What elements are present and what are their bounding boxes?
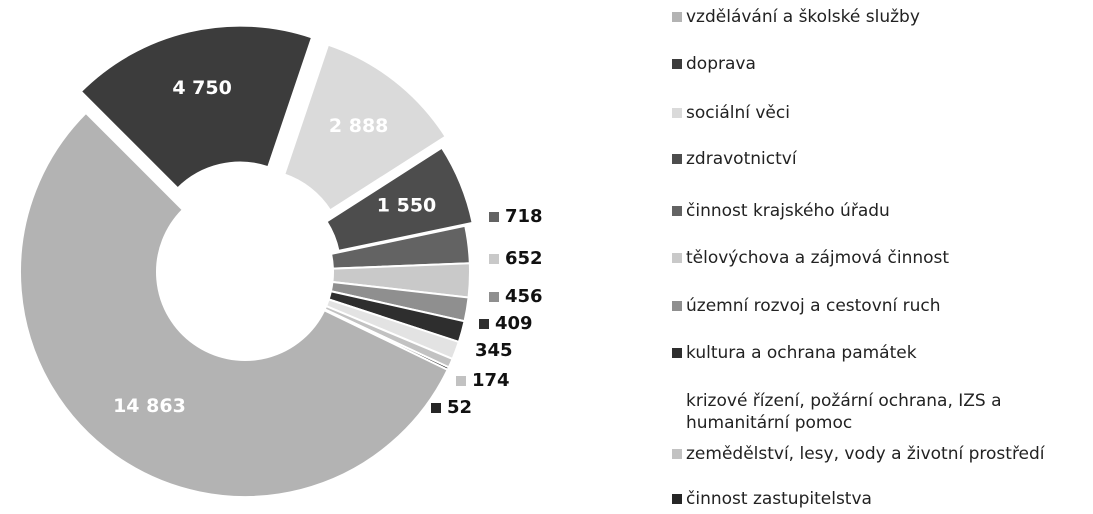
data-label: 456 — [505, 286, 543, 307]
legend-swatch — [672, 154, 682, 164]
slice — [19, 111, 449, 498]
legend-item: kultura a ochrana památek — [672, 342, 1072, 364]
data-label: 718 — [505, 206, 543, 227]
legend-label: kultura a ochrana památek — [686, 343, 917, 363]
data-label: 14 863 — [113, 395, 186, 417]
legend-label: tělovýchova a zájmová činnost — [686, 248, 950, 268]
data-label: 345 — [475, 340, 513, 361]
data-label: 1 550 — [377, 194, 437, 216]
label-marker — [489, 292, 499, 302]
legend-item: činnost zastupitelstva — [672, 488, 1072, 510]
slice — [282, 43, 447, 212]
legend-label: krizové řízení, požární ochrana, IZS a h… — [686, 391, 1002, 433]
legend-item: sociální věci — [672, 102, 1072, 124]
legend-item: krizové řízení, požární ochrana, IZS a h… — [672, 390, 1062, 434]
legend-swatch — [672, 301, 682, 311]
legend-item: zdravotnictví — [672, 148, 1072, 170]
legend-swatch — [672, 494, 682, 504]
legend-label: zdravotnictví — [686, 149, 797, 169]
legend-item: tělovýchova a zájmová činnost — [672, 247, 1072, 269]
data-label: 174 — [472, 370, 510, 391]
legend-item: vzdělávání a školské služby — [672, 6, 1072, 28]
legend-label: doprava — [686, 54, 756, 74]
legend-item: územní rozvoj a cestovní ruch — [672, 295, 1072, 317]
data-label: 652 — [505, 248, 543, 269]
slice — [79, 24, 314, 190]
legend-label: činnost zastupitelstva — [686, 489, 872, 509]
legend-label: sociální věci — [686, 103, 790, 123]
legend-label: územní rozvoj a cestovní ruch — [686, 296, 941, 316]
legend-swatch — [672, 449, 682, 459]
legend-label: zemědělství, lesy, vody a životní prostř… — [686, 444, 1045, 464]
data-label: 4 750 — [172, 77, 232, 99]
legend-item: doprava — [672, 53, 1072, 75]
legend-swatch — [672, 348, 682, 358]
data-label: 2 888 — [329, 115, 389, 137]
label-marker — [431, 403, 441, 413]
legend-label: činnost krajského úřadu — [686, 201, 890, 221]
label-marker — [479, 319, 489, 329]
legend-item: činnost krajského úřadu — [672, 200, 1072, 222]
legend-swatch — [672, 59, 682, 69]
legend-item: zemědělství, lesy, vody a životní prostř… — [672, 443, 1052, 465]
legend-swatch — [672, 206, 682, 216]
label-marker — [456, 376, 466, 386]
legend-label: vzdělávání a školské služby — [686, 7, 920, 27]
data-label: 409 — [495, 313, 533, 334]
legend-swatch — [672, 108, 682, 118]
label-marker — [489, 212, 499, 222]
slice — [325, 146, 474, 253]
data-label: 52 — [447, 397, 472, 418]
legend-swatch — [672, 253, 682, 263]
legend-swatch — [672, 12, 682, 22]
legend-swatch — [672, 396, 682, 406]
label-marker — [489, 254, 499, 264]
